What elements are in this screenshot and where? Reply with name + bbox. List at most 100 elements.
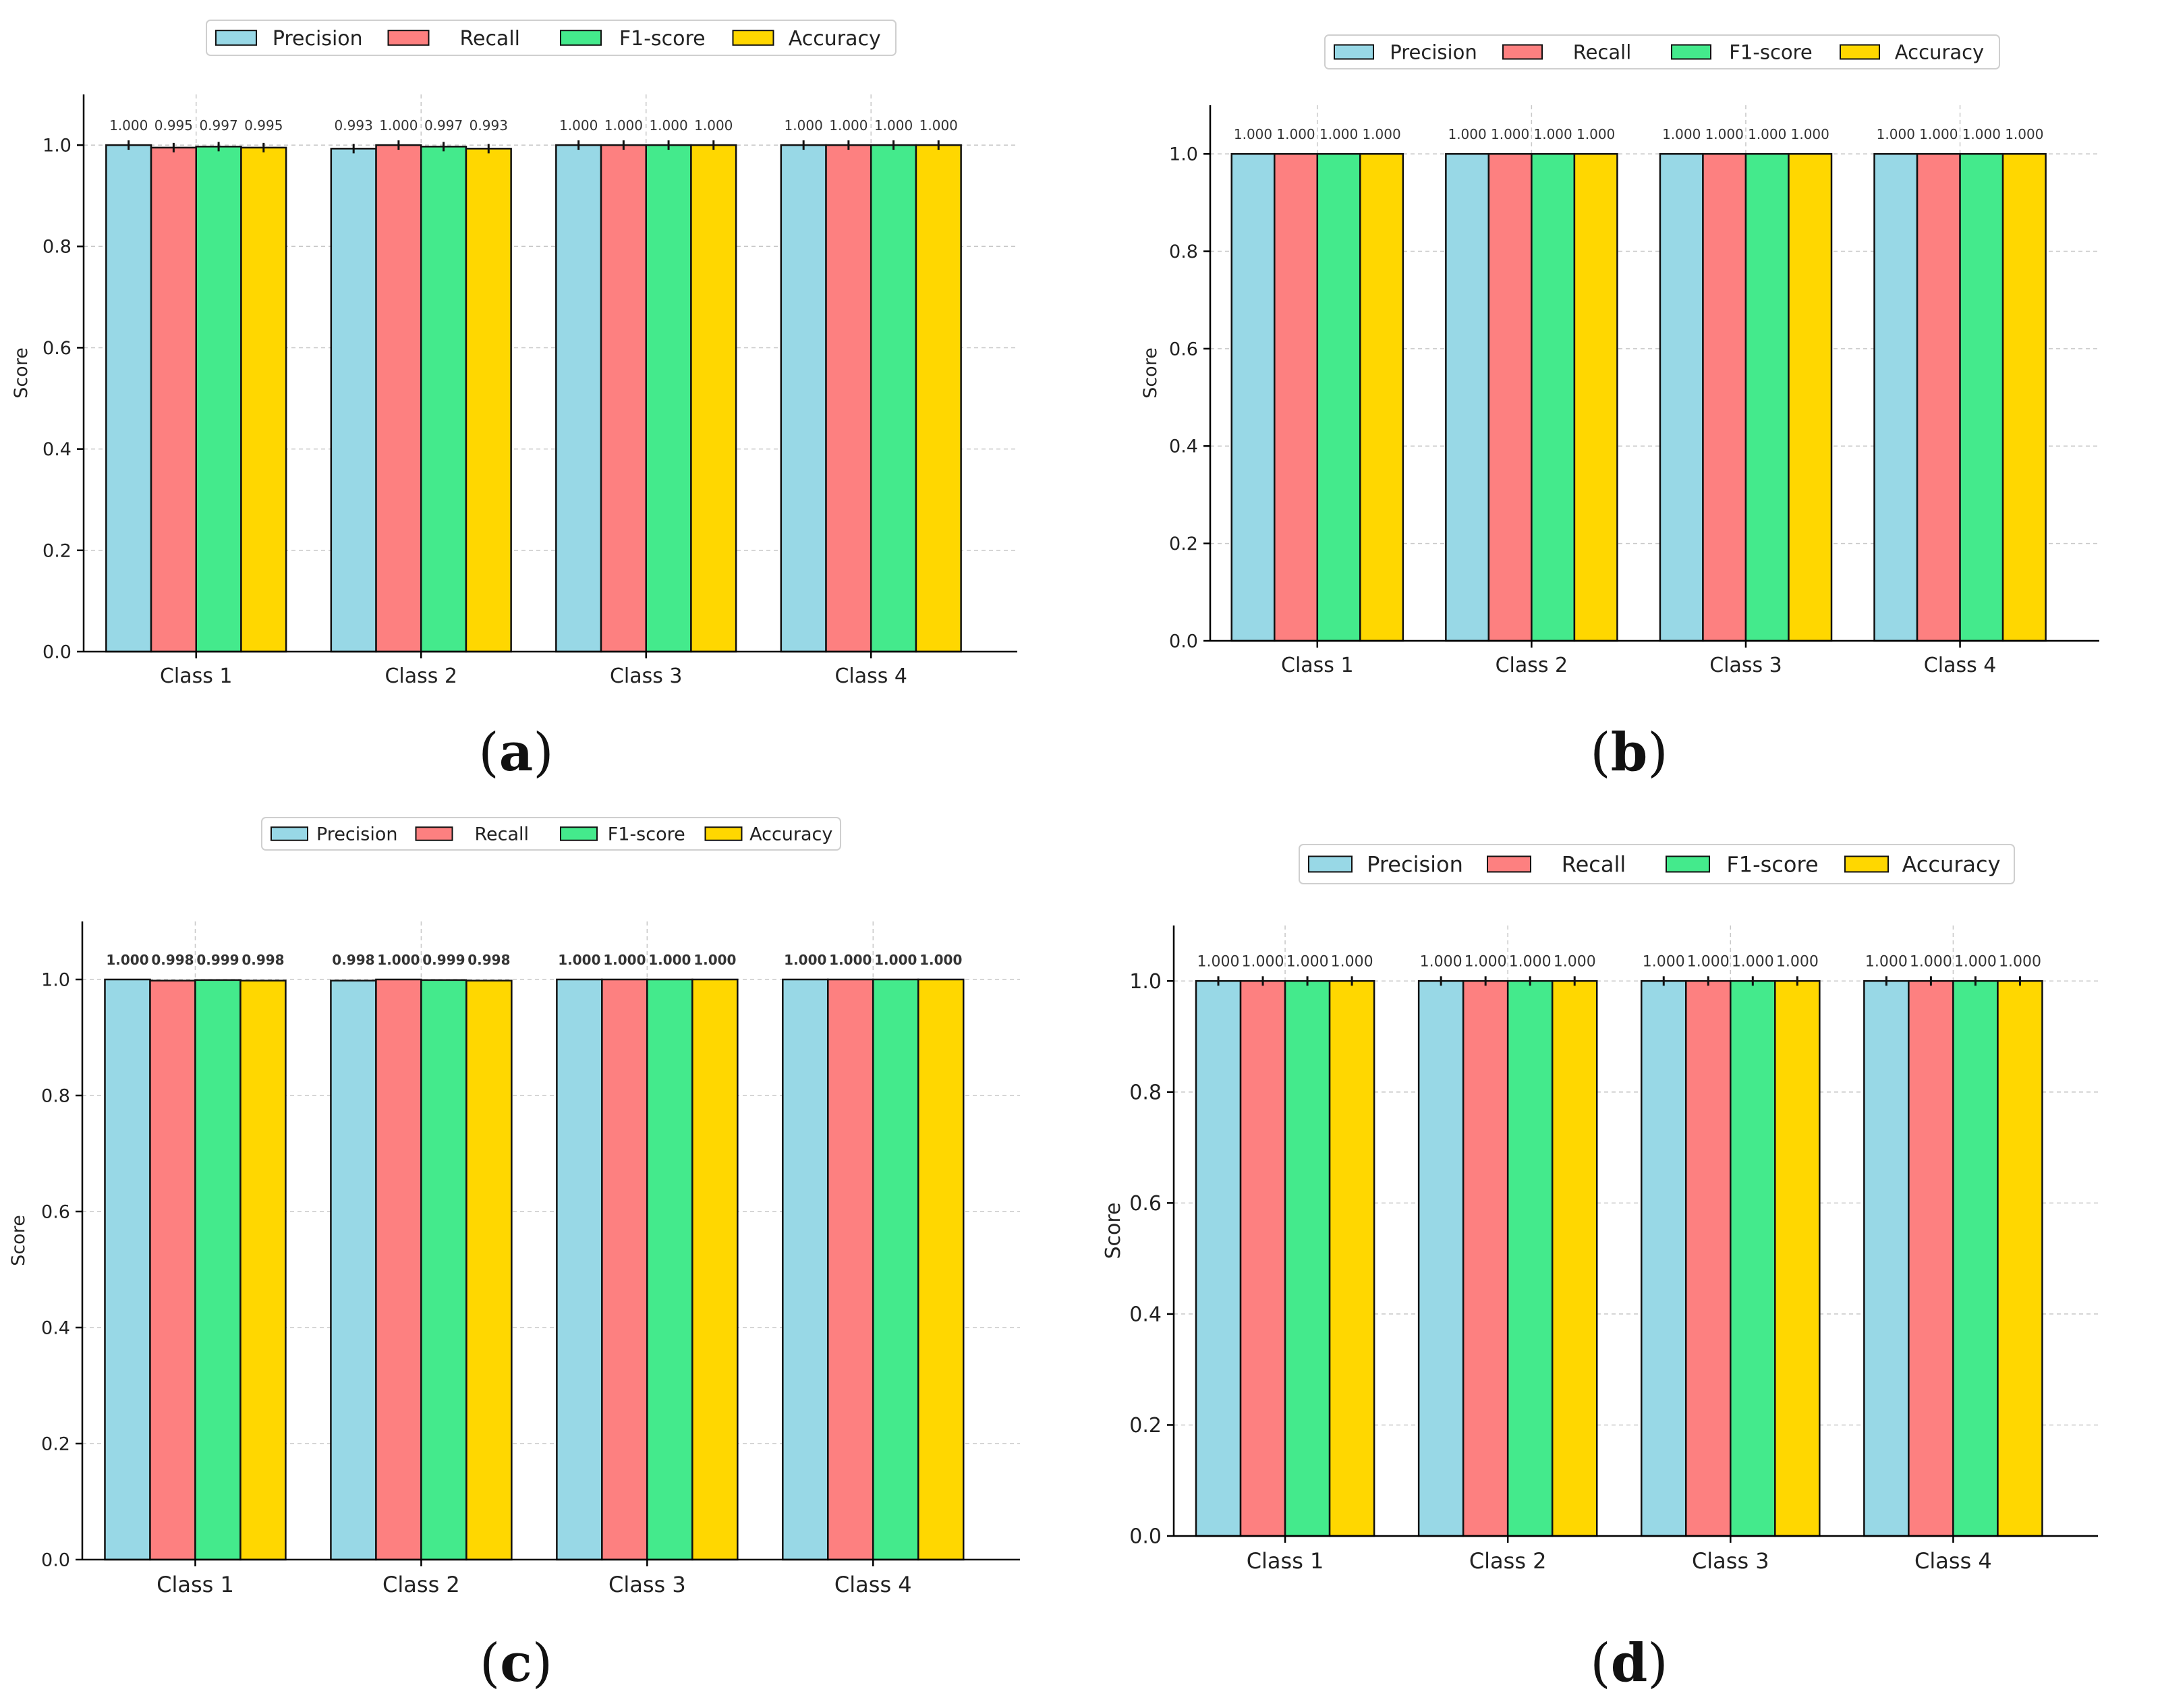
legend-label: F1-score — [608, 824, 685, 845]
x-tick-label: Class 2 — [382, 1572, 460, 1597]
legend: Precision Recall F1-score Accuracy — [1324, 34, 2000, 69]
legend-swatch — [1502, 44, 1543, 60]
data-label: 0.999 — [196, 952, 239, 968]
bar-f1-score — [420, 146, 467, 653]
y-axis-label: Score — [11, 347, 32, 399]
data-label: 1.000 — [1877, 126, 1915, 142]
data-label: 1.000 — [919, 952, 962, 968]
bar-f1-score — [1730, 980, 1776, 1537]
data-label: 1.000 — [1534, 126, 1572, 142]
data-label: 1.000 — [1491, 126, 1529, 142]
y-tick-label: 0.4 — [41, 1317, 70, 1338]
chart-a-svg: 0.0 0.2 0.4 0.6 0.8 1.0 1.000 0.993 1.000 1.000 0.… — [11, 20, 1017, 688]
bar-recall — [601, 978, 648, 1561]
legend-label: Precision — [1390, 40, 1477, 63]
legend-label: F1-score — [1726, 852, 1818, 878]
legend-swatch — [704, 826, 743, 841]
chart-c-svg: 0.00.20.40.60.81.01.000 0.998 1.000 1.0000.… — [8, 817, 1020, 1597]
data-label: 1.000 — [1962, 126, 2001, 142]
bar-precision — [330, 148, 377, 653]
data-label: 1.000 — [559, 117, 598, 134]
legend-swatch — [1308, 855, 1353, 873]
bar-recall — [825, 144, 872, 653]
caption-c: (c) — [479, 1632, 553, 1694]
bar-f1-score — [1506, 980, 1554, 1537]
legend-frame — [1324, 34, 2000, 69]
data-label: 0.995 — [154, 117, 193, 134]
bar-precision — [780, 144, 827, 653]
x-tick-label: Class 1 — [1247, 1548, 1324, 1574]
y-tick-label: 0.2 — [1129, 1414, 1162, 1437]
data-label: 0.993 — [470, 117, 508, 134]
y-tick-label: 0.4 — [42, 439, 72, 460]
data-label: 1.000 — [1748, 126, 1786, 142]
y-tick-label: 0.6 — [41, 1201, 70, 1222]
legend-swatch — [1334, 44, 1374, 60]
bar-f1-score — [645, 144, 692, 653]
legend-swatch — [271, 826, 308, 841]
legend-swatch — [215, 30, 257, 46]
caption-d: (d) — [1590, 1632, 1668, 1694]
y-axis-label: Score — [8, 1215, 29, 1266]
chart-panel-b: 0.0 0.2 0.4 0.6 0.8 1.0 1.000 1.000 1.000 1.000 1.… — [1079, 0, 2159, 702]
legend-swatch — [1840, 44, 1880, 60]
data-label: 1.000 — [919, 117, 958, 134]
data-label: 1.000 — [1197, 953, 1240, 970]
bar-recall — [1916, 152, 1961, 642]
y-tick-label: 0.2 — [42, 540, 72, 561]
bar-f1-score — [1316, 152, 1361, 642]
x-tick-label: Class 1 — [160, 664, 233, 688]
x-tick-label: Class 4 — [834, 664, 907, 688]
data-label: 1.000 — [603, 952, 646, 968]
data-label: 1.000 — [1448, 126, 1486, 142]
data-label: 1.000 — [109, 117, 148, 134]
y-tick-label: 0.4 — [1129, 1303, 1162, 1326]
data-label: 1.000 — [829, 952, 872, 968]
y-tick-label: 1.0 — [42, 136, 72, 156]
data-label: 1.000 — [1331, 953, 1373, 970]
legend-label: Recall — [459, 27, 520, 51]
bar-f1-score — [420, 979, 467, 1561]
legend-swatch — [415, 826, 453, 841]
bar-recall — [375, 144, 422, 653]
chart-b-svg: 0.00.20.40.60.81.01.000 1.000 1.000 1.0001.… — [1140, 34, 2099, 677]
y-tick-label: 0.6 — [42, 338, 72, 359]
bar-recall — [1685, 980, 1732, 1537]
y-tick-label: 0.8 — [1169, 241, 1198, 262]
bar-f1-score — [1952, 980, 1999, 1537]
x-tick-label: Class 4 — [834, 1572, 912, 1597]
legend-swatch — [1666, 855, 1710, 873]
bar-precision — [1417, 980, 1465, 1537]
x-tick-label: Class 1 — [1281, 654, 1354, 677]
y-axis-label: Score — [1102, 1202, 1125, 1259]
data-label: 1.000 — [1276, 126, 1315, 142]
data-label: 1.000 — [106, 952, 148, 968]
data-label: 1.000 — [648, 952, 691, 968]
bar-accuracy — [1997, 980, 2043, 1537]
legend: Precision Recall F1-score Accuracy — [1299, 844, 2015, 884]
y-tick-label: 0.8 — [42, 237, 72, 258]
bar-f1-score — [872, 978, 919, 1561]
data-label: 1.000 — [1919, 126, 1958, 142]
data-label: 1.000 — [1705, 126, 1744, 142]
bar-precision — [1445, 152, 1490, 642]
y-tick-label: 1.0 — [41, 969, 70, 990]
data-label: 1.000 — [784, 952, 826, 968]
bar-accuracy — [1774, 980, 1821, 1537]
y-tick-label: 0.4 — [1169, 436, 1198, 457]
bar-precision — [556, 978, 603, 1561]
legend-swatch — [387, 30, 430, 46]
chart-panel-d: 0.0 0.2 0.4 0.6 0.8 1.0 1.000 1.000 1.000 1.000 1.… — [1079, 796, 2159, 1605]
legend-label: Recall — [1562, 852, 1626, 878]
y-tick-label: 0.0 — [41, 1549, 70, 1570]
bar-accuracy — [1551, 980, 1598, 1537]
bar-f1-score — [870, 144, 917, 653]
legend-swatch — [1671, 44, 1711, 60]
y-tick-label: 0.0 — [42, 642, 72, 662]
bar-f1-score — [646, 978, 693, 1561]
bar-recall — [1462, 980, 1509, 1537]
bar-recall — [375, 978, 422, 1561]
bar-accuracy — [691, 978, 739, 1561]
bar-recall — [1908, 980, 1954, 1537]
legend-frame — [206, 20, 897, 56]
